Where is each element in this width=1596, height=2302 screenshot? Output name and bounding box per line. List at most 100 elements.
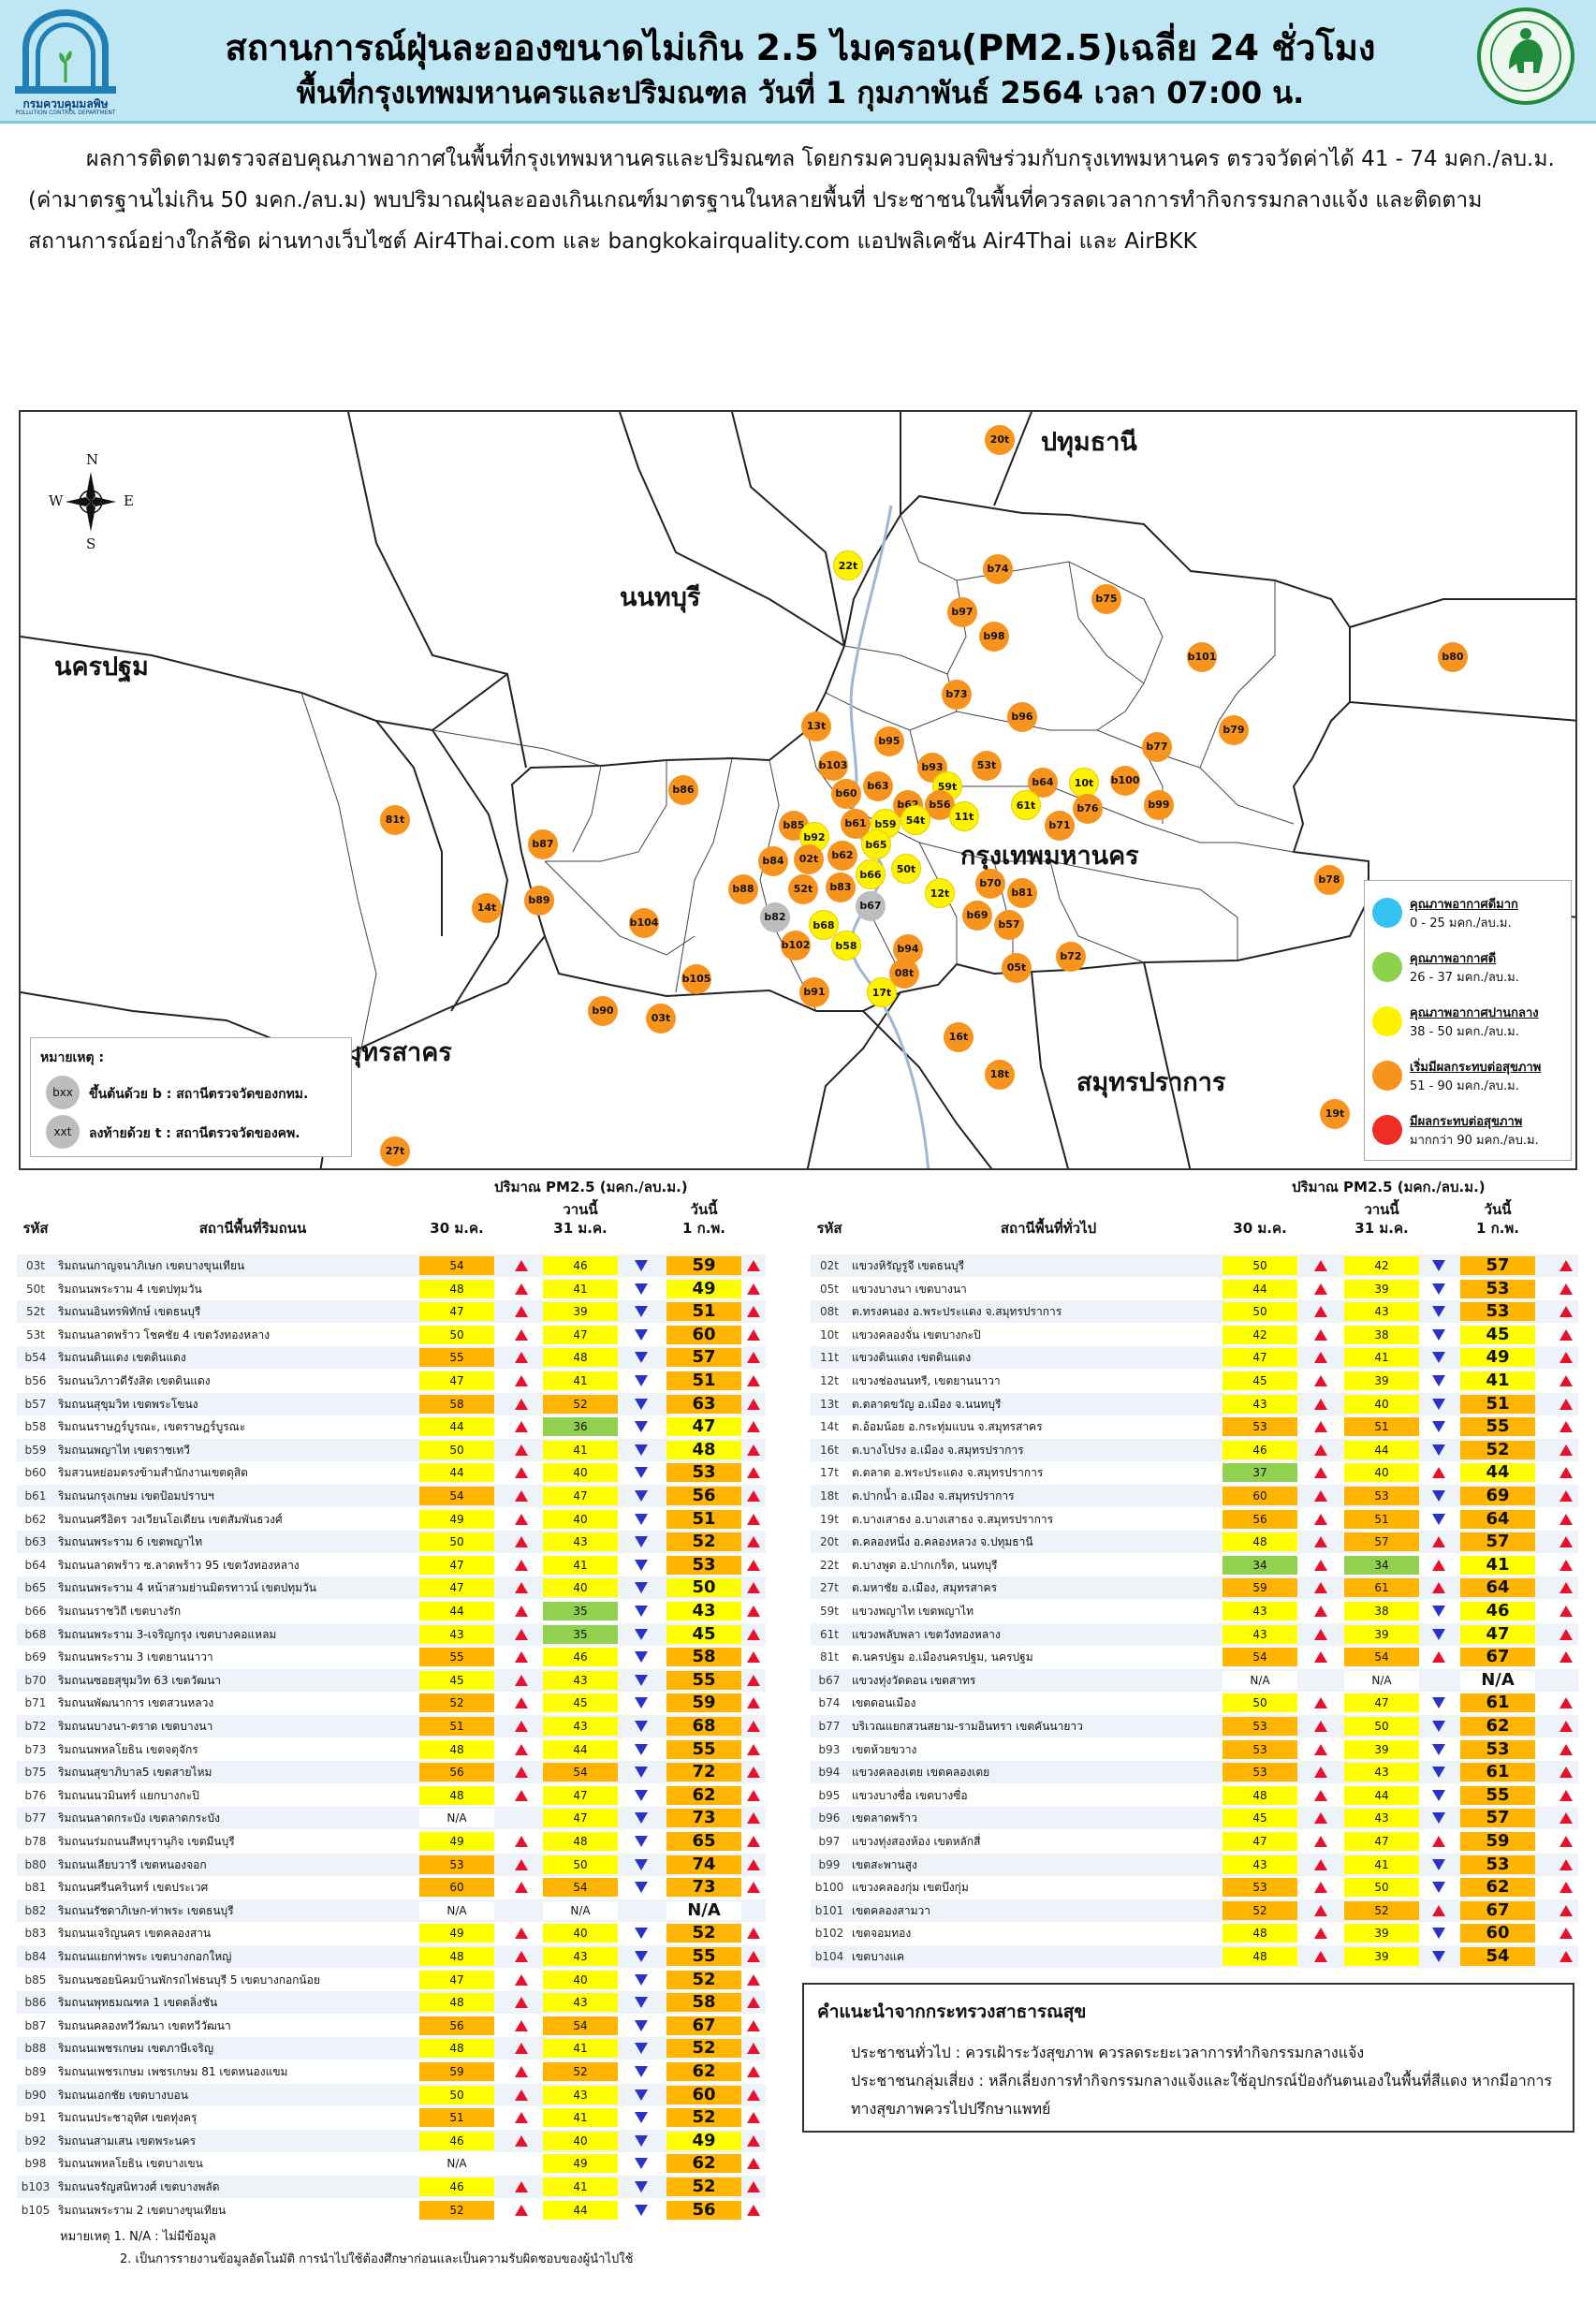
value-jan30: N/A bbox=[1223, 1670, 1297, 1690]
value-jan31: 40 bbox=[543, 1509, 618, 1529]
trend-down-icon bbox=[1432, 1628, 1445, 1640]
station-code: 10t bbox=[820, 1327, 839, 1342]
trend-up-icon bbox=[515, 1559, 528, 1571]
value-feb1: 55 bbox=[666, 1947, 741, 1966]
station-code: 12t bbox=[820, 1374, 839, 1387]
left-title-header: สถานีพื้นที่ริมถนน bbox=[198, 1220, 307, 1237]
value-feb1: 52 bbox=[666, 1970, 741, 1989]
value-jan30: 47 bbox=[419, 1555, 494, 1575]
table-row: 05t แขวงบางนา เขตบางนา 44 39 53 bbox=[811, 1278, 1578, 1300]
table-row: b61 ริมถนนกรุงเกษม เขตป้อมปราบฯ 54 47 56 bbox=[17, 1485, 766, 1507]
table-row: b82 ริมถนนรัชดาภิเษก-ท่าพระ เขตธนบุรี N/A N… bbox=[17, 1899, 766, 1922]
station-name: ต.ตลาด อ.พระประแดง จ.สมุทรปราการ bbox=[852, 1466, 1044, 1480]
table-row: b60 ริมสวนหย่อมตรงข้ามสำนักงานเขตดุสิต 44 4… bbox=[17, 1461, 766, 1484]
station-name: ริมถนนพระราม 2 เขตบางขุนเทียน bbox=[58, 2203, 227, 2217]
value-jan31: 38 bbox=[1344, 1602, 1419, 1620]
station-code: b69 bbox=[24, 1650, 47, 1664]
value-jan31: 44 bbox=[543, 1739, 618, 1759]
station-code: 22t bbox=[820, 1558, 839, 1572]
value-jan30: 50 bbox=[419, 1440, 494, 1459]
value-feb1: 67 bbox=[666, 2016, 741, 2035]
value-jan31: 39 bbox=[1344, 1624, 1419, 1644]
trend-up-icon bbox=[1314, 1260, 1327, 1271]
value-feb1: 55 bbox=[666, 1739, 741, 1759]
value-jan31: 52 bbox=[543, 2062, 618, 2081]
trend-up-icon bbox=[1314, 1812, 1327, 1825]
station-marker-b84: b84 bbox=[758, 846, 788, 876]
value-feb1: 57 bbox=[1460, 1809, 1535, 1828]
station-name: แขวงบางนา เขตบางนา bbox=[852, 1282, 967, 1296]
table-row: b78 ริมถนนร่มถนนสีหบุรานุกิจ เขตมีนบุรี 49… bbox=[17, 1830, 766, 1853]
station-name: แขวงพลับพลา เขตวังทองหลาง bbox=[852, 1627, 1001, 1641]
station-name: เขตบางแค bbox=[852, 1950, 905, 1963]
value-jan31: 40 bbox=[543, 1970, 618, 1989]
trend-down-icon bbox=[635, 1882, 648, 1894]
station-name: ริมถนนเพชรเกษม เพชรเกษม 81 เขตหนองแขม bbox=[58, 2065, 288, 2078]
value-feb1: 74 bbox=[666, 1855, 741, 1874]
legend-title: คุณภาพอากาศดี bbox=[1410, 952, 1497, 966]
value-jan30: 52 bbox=[1223, 1900, 1297, 1920]
station-name: ริมถนนกรุงเกษม เขตป้อมปราบฯ bbox=[58, 1489, 214, 1503]
advice-title: คำแนะนำจากกระทรวงสาธารณสุข bbox=[817, 2001, 1087, 2022]
value-feb1: 67 bbox=[1460, 1900, 1535, 1920]
region-bangkok: กรุงเทพมหานคร bbox=[960, 842, 1139, 871]
value-jan31: 41 bbox=[543, 1279, 618, 1298]
station-code: 52t bbox=[26, 1305, 45, 1319]
table-row: b100 แขวงคลองกุ่ม เขตบึงกุ่ม 53 50 62 bbox=[811, 1876, 1578, 1899]
trend-up-icon bbox=[747, 1997, 760, 2009]
trend-up-icon bbox=[747, 1721, 760, 1732]
value-jan31: 45 bbox=[543, 1694, 618, 1713]
trend-up-icon bbox=[1559, 1951, 1573, 1962]
map-legend: คุณภาพอากาศดีมาก 0 - 25 มคก./ลบ.ม. คุณภาพอ… bbox=[1364, 880, 1572, 1161]
table-row: b104 เขตบางแค 48 39 54 bbox=[811, 1945, 1578, 1968]
value-feb1: 61 bbox=[1460, 1694, 1535, 1713]
trend-down-icon bbox=[635, 1536, 648, 1548]
left-today-top: วันนี้ bbox=[690, 1201, 718, 1218]
station-name: ต.นครปฐม อ.เมืองนครปฐม, นครปฐม bbox=[852, 1650, 1033, 1664]
trend-up-icon bbox=[1314, 1444, 1327, 1456]
value-jan31: 41 bbox=[1344, 1348, 1419, 1368]
value-feb1: 59 bbox=[1460, 1832, 1535, 1851]
value-feb1: 53 bbox=[1460, 1855, 1535, 1874]
value-jan30: 54 bbox=[419, 1487, 494, 1505]
trend-down-icon bbox=[1432, 1513, 1445, 1525]
station-name: ริมถนนดินแดง เขตดินแดง bbox=[58, 1351, 186, 1365]
value-jan31: 54 bbox=[543, 1878, 618, 1898]
station-name: ริมถนนรัชดาภิเษก-ท่าพระ เขตธนบุรี bbox=[58, 1903, 234, 1917]
value-jan31: 43 bbox=[543, 1532, 618, 1552]
legend-title: เริ่มมีผลกระทบต่อสุขภาพ bbox=[1410, 1061, 1542, 1075]
value-feb1: 43 bbox=[666, 1602, 741, 1620]
trend-up-icon bbox=[747, 1398, 760, 1410]
table-row: b92 ริมถนนสามเสน เขตพระนคร 46 40 49 bbox=[17, 2129, 766, 2152]
table-row: b54 ริมถนนดินแดง เขตดินแดง 55 48 57 bbox=[17, 1346, 766, 1370]
station-name: แขวงบางซื่อ เขตบางซื่อ bbox=[852, 1788, 968, 1802]
station-marker-b103: b103 bbox=[818, 751, 848, 781]
value-jan30: N/A bbox=[419, 1809, 494, 1828]
table-row: 81t ต.นครปฐม อ.เมืองนครปฐม, นครปฐม 54 54 67 bbox=[811, 1646, 1578, 1668]
station-marker-b100: b100 bbox=[1110, 766, 1140, 796]
trend-up-icon bbox=[747, 2043, 760, 2055]
station-name: ริมถนนสุขาภิบาล5 เขตสายไหม bbox=[58, 1766, 212, 1780]
station-code: 19t bbox=[820, 1512, 839, 1526]
legend-item: คุณภาพอากาศดี 26 - 37 มคก./ลบ.ม. bbox=[1372, 945, 1569, 997]
value-feb1: 53 bbox=[1460, 1279, 1535, 1298]
value-jan30: 53 bbox=[1223, 1717, 1297, 1736]
station-marker-b96: b96 bbox=[1007, 702, 1037, 732]
value-feb1: 55 bbox=[1460, 1417, 1535, 1437]
table-row: b85 ริมถนนซอยนิคมบ้านพักรถไฟธนบุรี 5 เขตบ… bbox=[17, 1969, 766, 1991]
station-name: ริมถนนลาดพร้าว ซ.ลาดพร้าว 95 เขตวังทองหล… bbox=[58, 1558, 300, 1572]
page-subtitle: พื้นที่กรุงเทพมหานครและปริมณฑล วันที่ 1 … bbox=[296, 75, 1305, 110]
value-jan31: 36 bbox=[543, 1417, 618, 1437]
station-name: ริมถนนเอกชัย เขตบางบอน bbox=[58, 2088, 188, 2102]
station-code: b96 bbox=[818, 1811, 841, 1825]
table-row: 08t ต.ทรงคนอง อ.พระประแดง จ.สมุทรปราการ 50… bbox=[811, 1300, 1578, 1324]
station-name: ริมถนนพัฒนาการ เขตสวนหลวง bbox=[58, 1696, 214, 1710]
legend-range: 26 - 37 มคก./ลบ.ม. bbox=[1410, 971, 1519, 985]
trend-up-icon bbox=[1559, 1467, 1573, 1479]
station-name: ริมถนนกาญจนาภิเษก เขตบางขุนเทียน bbox=[58, 1259, 245, 1272]
note-pcd-dot: xxt bbox=[46, 1115, 80, 1149]
station-code: 08t bbox=[820, 1305, 839, 1319]
value-jan30: 54 bbox=[419, 1256, 494, 1275]
value-feb1: 64 bbox=[1460, 1509, 1535, 1529]
legend-item: เริ่มมีผลกระทบต่อสุขภาพ 51 - 90 มคก./ลบ.ม… bbox=[1372, 1053, 1569, 1106]
